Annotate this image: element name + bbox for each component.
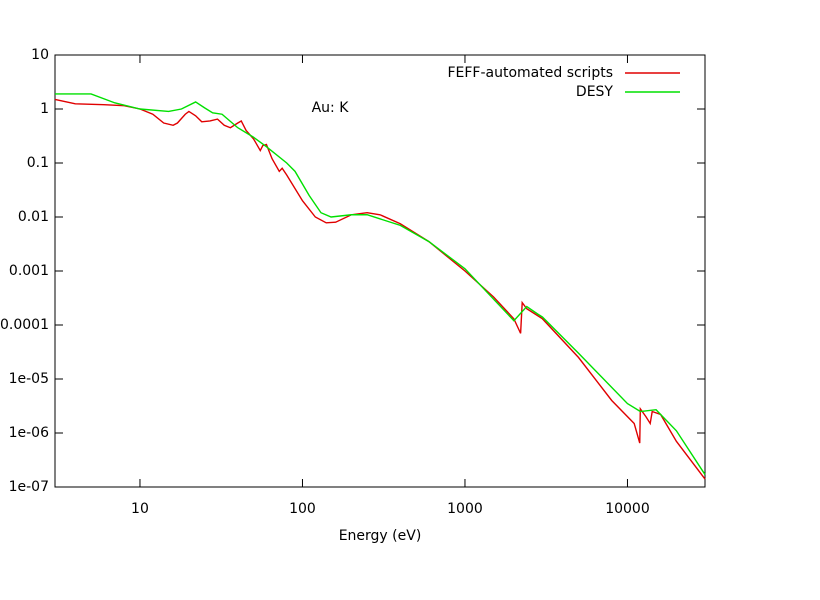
x-tick-label: 10 (131, 501, 149, 517)
y-tick-label: 0.001 (9, 263, 49, 279)
y-tick-label: 0.01 (18, 209, 49, 225)
y-tick-label: 10 (31, 47, 49, 63)
series-line (55, 93, 706, 475)
y-tick-label: 1 (40, 101, 49, 117)
plot-border (54, 54, 706, 488)
annotation: Au: K (312, 100, 350, 116)
x-axis-label: Energy (eV) (339, 528, 422, 544)
series-line (54, 98, 706, 480)
legend-label: DESY (576, 84, 614, 100)
y-tick-label: 1e-06 (9, 425, 49, 441)
y-tick-label: 1e-05 (9, 371, 49, 387)
y-tick-label: 1e-07 (9, 479, 49, 495)
y-tick-label: 0.0001 (0, 317, 49, 333)
y-tick-label: 0.1 (27, 155, 49, 171)
x-tick-label: 1000 (447, 501, 483, 517)
x-tick-label: 100 (289, 501, 316, 517)
legend-label: FEFF-automated scripts (447, 65, 613, 81)
x-tick-label: 10000 (605, 501, 650, 517)
